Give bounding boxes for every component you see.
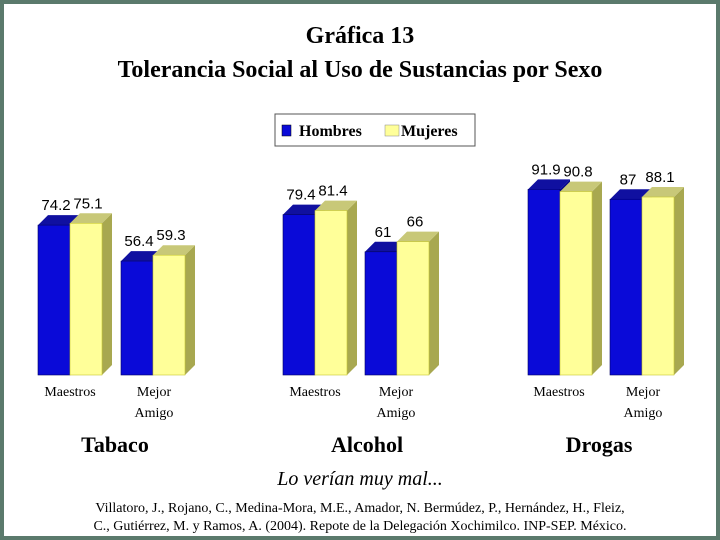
bar-hombres-4 (527, 189, 561, 376)
bar-top-mujeres-4 (560, 181, 602, 192)
value-label-mujeres-4: 90.8 (563, 164, 592, 181)
bar-side-mujeres-2 (347, 200, 357, 375)
chart-title: Gráfica 13 (306, 23, 415, 49)
value-label-mujeres-5: 88.1 (645, 169, 674, 186)
value-label-hombres-0: 74.2 (41, 197, 70, 214)
bar-top-hombres-4 (528, 179, 570, 190)
bar-top-hombres-3 (365, 241, 407, 252)
category-labels: Maestros Mejor Amigo Maestros Mejor Amigo Maes… (44, 385, 662, 421)
group-label-tabaco: Tabaco (81, 432, 149, 457)
value-label-mujeres-0: 75.1 (73, 195, 102, 212)
category-label-1-0: Mejor (137, 385, 172, 400)
value-label-mujeres-2: 81.4 (318, 183, 347, 200)
value-label-hombres-2: 79.4 (286, 187, 315, 204)
bar-top-mujeres-2 (315, 200, 357, 211)
category-label-2-0: Maestros (289, 385, 340, 400)
group-label-drogas: Drogas (566, 432, 633, 457)
bar-mujeres-1 (152, 254, 186, 376)
bar-hombres-3 (364, 251, 398, 376)
source-line-2: C., Gutiérrez, M. y Ramos, A. (2004). Re… (93, 519, 626, 534)
legend-swatch-mujeres (384, 124, 400, 137)
bar-top-mujeres-1 (153, 245, 195, 256)
caption: Lo verían muy mal... (276, 468, 443, 490)
bar-top-mujeres-0 (70, 213, 112, 224)
bar-mujeres-2 (314, 210, 348, 376)
bars (37, 179, 684, 376)
bar-top-mujeres-3 (397, 231, 439, 242)
slide-frame: Gráfica 13 Tolerancia Social al Uso de S… (4, 4, 716, 536)
bar-side-mujeres-0 (102, 213, 112, 375)
bar-mujeres-5 (641, 196, 675, 376)
bar-top-hombres-1 (121, 251, 163, 262)
category-label-5-0: Mejor (626, 385, 661, 400)
category-label-5-1: Amigo (624, 406, 663, 421)
chart-subtitle: Tolerancia Social al Uso de Sustancias p… (118, 57, 603, 83)
value-label-mujeres-1: 59.3 (156, 227, 185, 244)
group-label-alcohol: Alcohol (331, 432, 403, 457)
value-label-hombres-5: 87 (620, 171, 637, 188)
value-label-hombres-4: 91.9 (531, 161, 560, 178)
category-label-3-0: Mejor (379, 385, 414, 400)
bar-hombres-2 (282, 214, 316, 376)
bar-side-mujeres-4 (592, 181, 602, 375)
legend: Hombres Mujeres (274, 113, 476, 147)
bar-top-hombres-5 (610, 189, 652, 200)
bar-hombres-0 (37, 224, 71, 376)
value-labels: 74.2 75.1 56.4 59.3 79.4 81.4 61 66 91.9 90.8 87 88… (41, 161, 674, 250)
legend-swatch-hombres (281, 124, 292, 137)
bar-side-mujeres-3 (429, 231, 439, 375)
bar-top-mujeres-5 (642, 187, 684, 198)
bar-hombres-5 (609, 198, 643, 376)
bar-top-hombres-0 (38, 215, 80, 226)
category-label-1-1: Amigo (135, 406, 174, 421)
bar-mujeres-3 (396, 241, 430, 376)
group-labels: Tabaco Alcohol Drogas (81, 432, 633, 457)
bar-mujeres-4 (559, 191, 593, 376)
bar-chart: Gráfica 13 Tolerancia Social al Uso de S… (37, 23, 684, 534)
bar-side-mujeres-5 (674, 187, 684, 375)
value-label-mujeres-3: 66 (407, 214, 424, 231)
category-label-4-0: Maestros (533, 385, 584, 400)
bar-top-hombres-2 (283, 204, 325, 215)
bar-side-mujeres-1 (185, 245, 195, 375)
value-label-hombres-1: 56.4 (124, 233, 153, 250)
value-label-hombres-3: 61 (375, 224, 392, 241)
source-line-1: Villatoro, J., Rojano, C., Medina-Mora, … (95, 501, 624, 516)
category-label-3-1: Amigo (377, 406, 416, 421)
bar-hombres-1 (120, 260, 154, 376)
category-label-0-0: Maestros (44, 385, 95, 400)
bar-mujeres-0 (69, 222, 103, 376)
legend-box (274, 113, 476, 147)
legend-label-mujeres: Mujeres (401, 123, 458, 140)
legend-label-hombres: Hombres (299, 123, 362, 140)
